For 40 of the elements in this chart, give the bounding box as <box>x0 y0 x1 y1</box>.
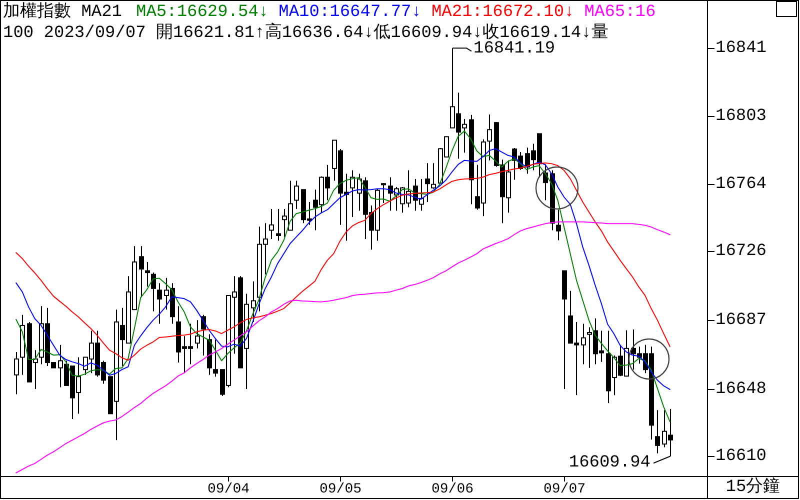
annotation: 16609.94 <box>568 454 650 473</box>
annotation: 16609.94 <box>568 454 671 473</box>
candlestick <box>139 246 144 298</box>
candlestick <box>145 261 150 288</box>
ytick-label: 16764 <box>716 175 767 194</box>
candlestick <box>431 162 436 190</box>
xtick-label: 09/07 <box>544 482 586 498</box>
candlestick <box>294 180 299 210</box>
candlestick <box>350 170 355 218</box>
legend-label: MA10:16647.77↓ <box>278 3 422 22</box>
xtick-label: 09/06 <box>432 482 474 498</box>
candlestick <box>251 280 256 322</box>
candlestick <box>425 162 430 202</box>
ytick-label: 16803 <box>716 107 767 126</box>
candlestick <box>157 282 162 324</box>
candlestick <box>276 208 281 242</box>
candlestick <box>556 209 561 241</box>
xtick-label: 09/04 <box>208 482 250 498</box>
ytick-label: 16648 <box>716 380 767 399</box>
candlestick <box>14 351 19 395</box>
annotation: 16841.19 <box>474 40 556 59</box>
ytick-label: 16726 <box>716 242 767 261</box>
legend-label: MA5:16629.54↓ <box>136 3 269 22</box>
ytick-label: 16841 <box>716 39 767 58</box>
candlestick <box>195 320 200 349</box>
legend-label: MA65:16 <box>584 3 656 22</box>
candlestick <box>487 114 492 161</box>
candlestick <box>213 339 218 378</box>
legend-label: MA21:16672.10↓ <box>431 3 574 22</box>
title: 加權指數 MA21 <box>3 3 122 22</box>
ytick-label: 16610 <box>716 447 767 466</box>
candlestick <box>655 410 660 454</box>
ytick-label: 16687 <box>716 311 767 330</box>
annotation: 16841.19 <box>452 40 556 59</box>
candlestick <box>269 208 274 240</box>
xtick-label: 09/05 <box>320 482 362 498</box>
candlestick <box>151 272 156 312</box>
xlabel: 15分鐘 <box>726 478 780 497</box>
candlestick <box>381 182 386 204</box>
candlestick <box>581 323 586 365</box>
